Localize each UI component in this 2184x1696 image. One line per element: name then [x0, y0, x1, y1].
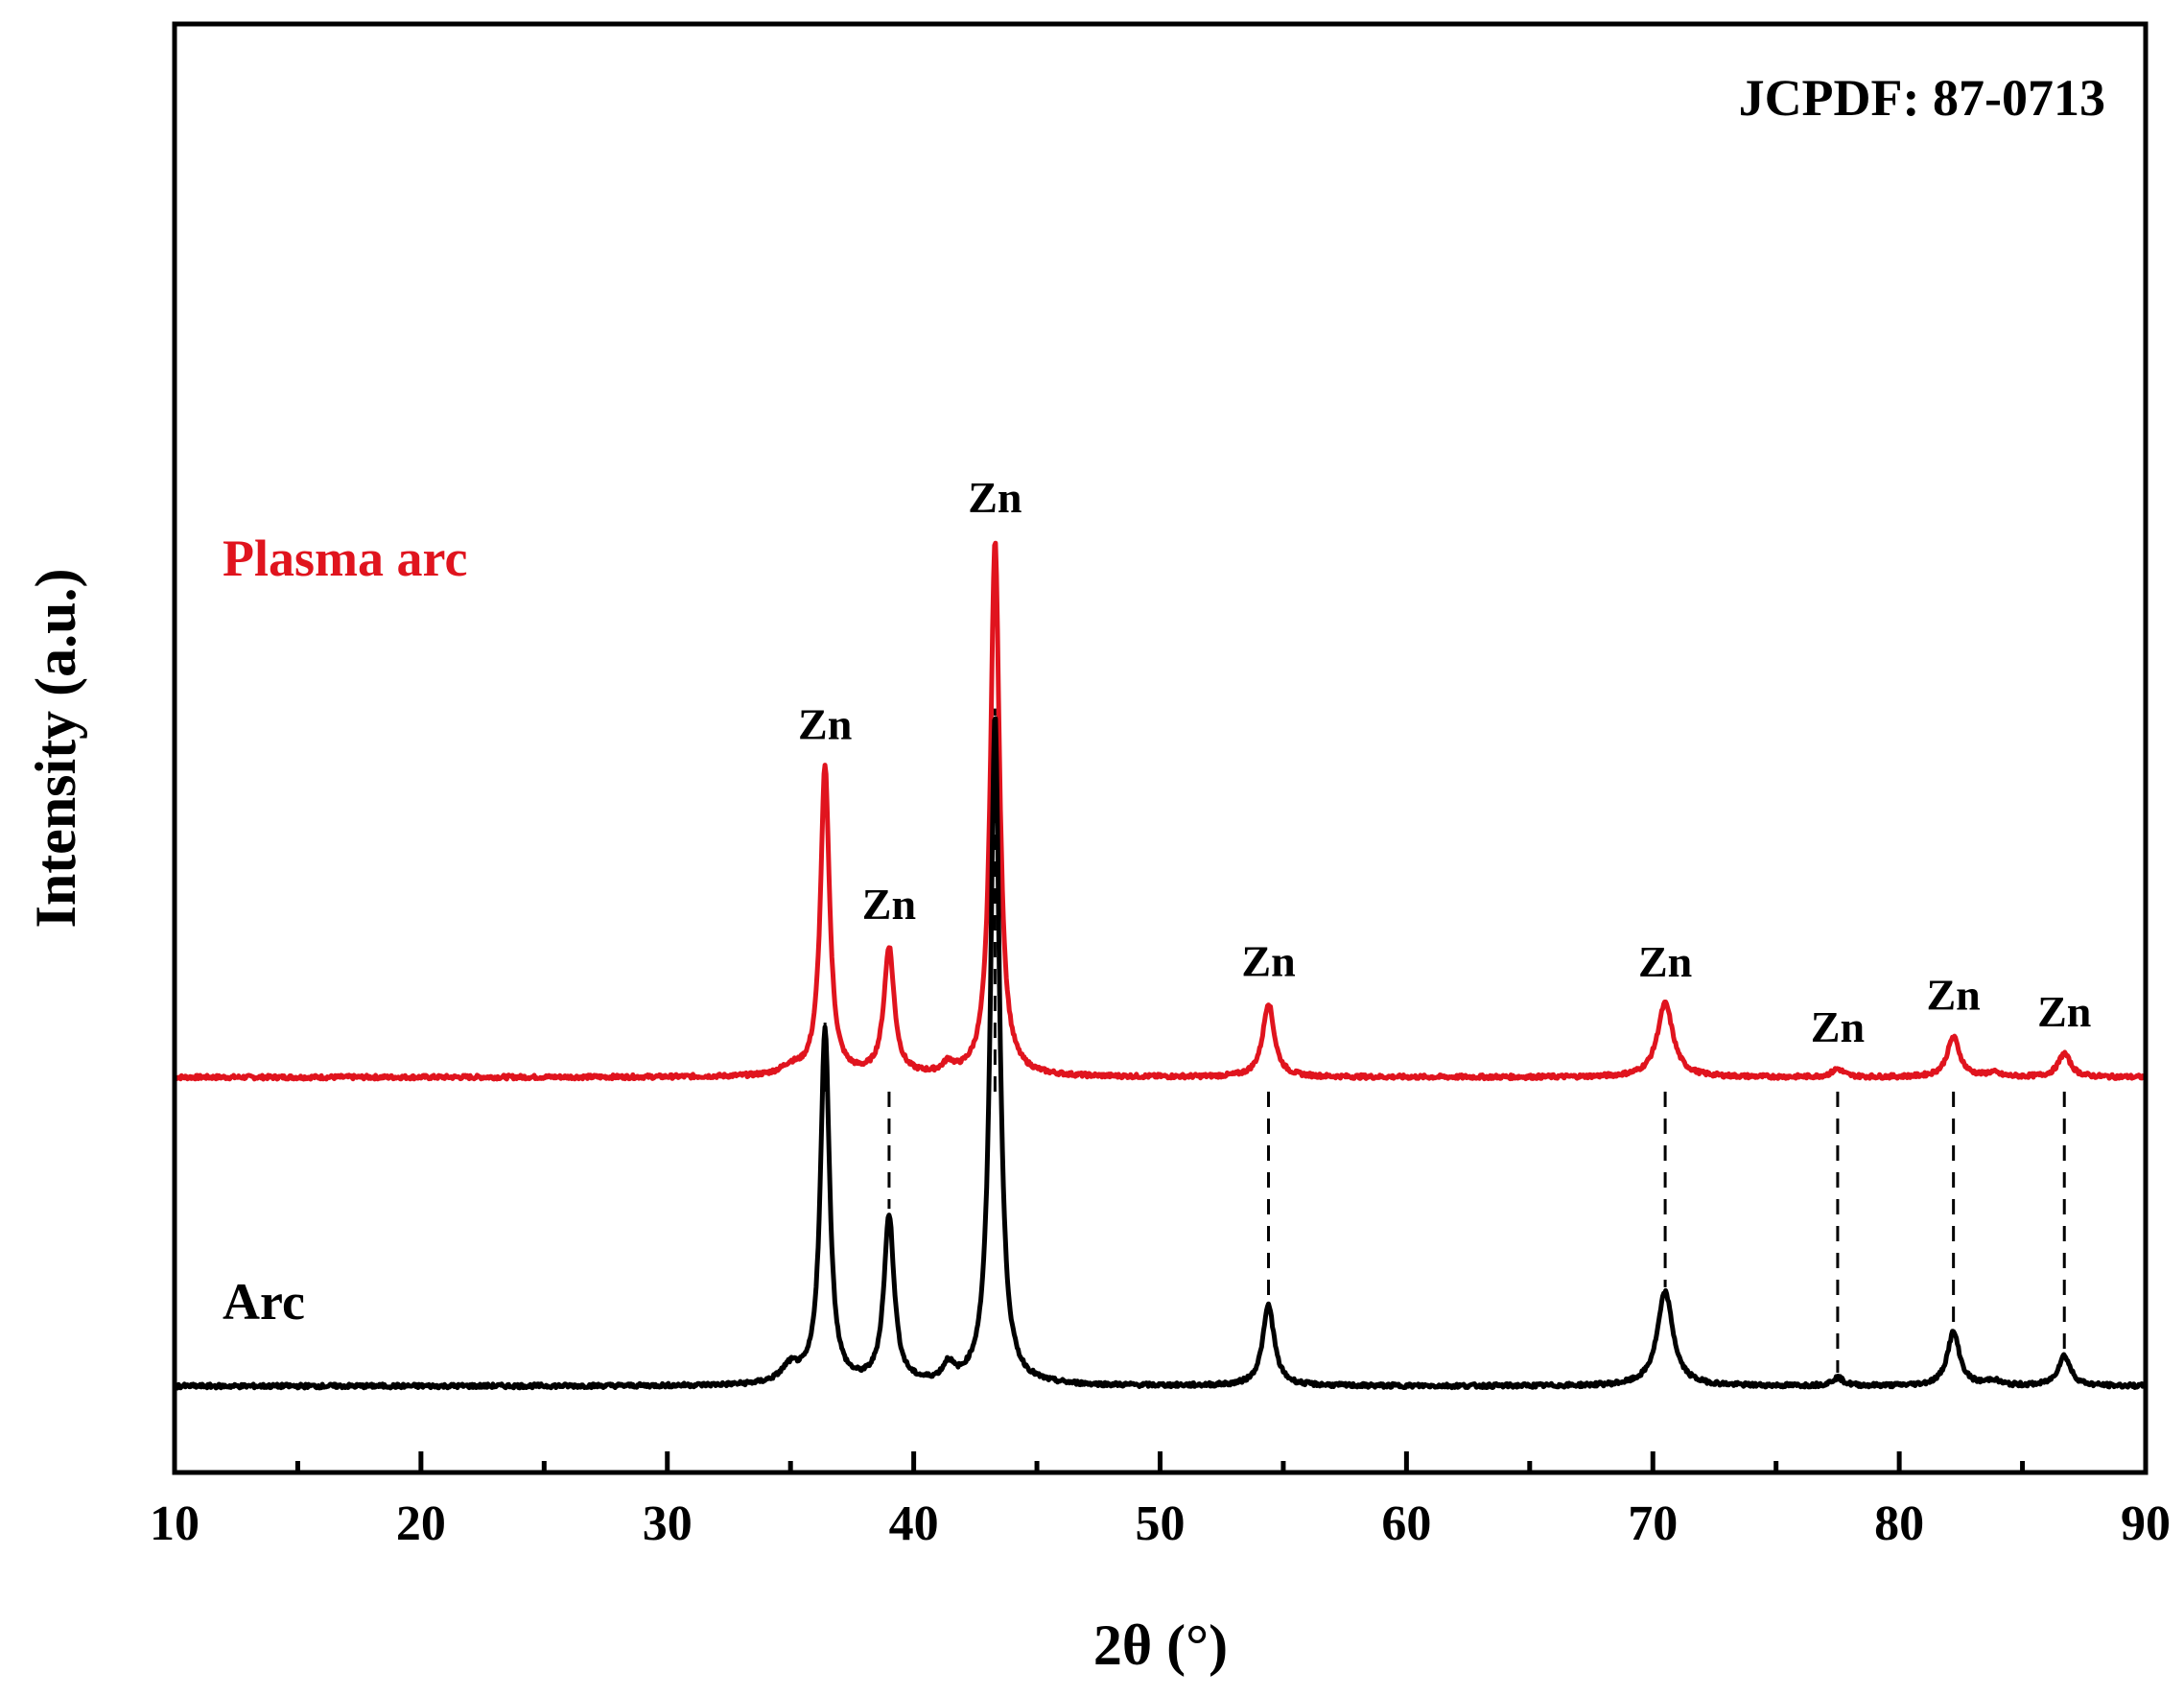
x-axis-title: 2θ (°) [1093, 1614, 1228, 1677]
x-tick-label-10: 10 [150, 1496, 200, 1551]
peak-label-5: Zn [1811, 1002, 1865, 1051]
reference-card-label: JCPDF: 87-0713 [1739, 69, 2105, 127]
series-label-arc: Arc [223, 1273, 305, 1331]
series-line-plasma-arc [173, 540, 2149, 1082]
x-tick-label-20: 20 [396, 1496, 446, 1551]
series-layer: Plasma arc Arc [173, 530, 2149, 1391]
peak-label-1: Zn [862, 880, 916, 929]
series-line-arc [173, 716, 2148, 1391]
x-tick-label-90: 90 [2121, 1496, 2171, 1551]
y-axis-title: Intensity (a.u.) [24, 568, 87, 928]
peak-label-6: Zn [1927, 971, 1981, 1020]
x-tick-label-80: 80 [1874, 1496, 1924, 1551]
peak-label-4: Zn [1638, 937, 1692, 986]
x-tick-label-50: 50 [1136, 1496, 1186, 1551]
x-tick-label-70: 70 [1628, 1496, 1678, 1551]
peak-label-3: Zn [1241, 937, 1295, 986]
reference-dash-lines [823, 708, 2066, 1373]
series-label-plasma-arc: Plasma arc [223, 530, 467, 587]
x-tick-label-40: 40 [889, 1496, 939, 1551]
peak-label-2: Zn [968, 473, 1022, 522]
peak-label-0: Zn [798, 699, 852, 748]
plot-frame [172, 21, 2149, 1475]
peak-label-7: Zn [2037, 987, 2091, 1036]
x-tick-label-30: 30 [643, 1496, 693, 1551]
x-tick-label-60: 60 [1381, 1496, 1431, 1551]
x-axis-ticks: 10 20 30 40 50 60 70 80 90 [150, 1451, 2171, 1551]
annotation-layer: Zn Zn Zn Zn Zn Zn Zn Zn [798, 473, 2091, 1051]
